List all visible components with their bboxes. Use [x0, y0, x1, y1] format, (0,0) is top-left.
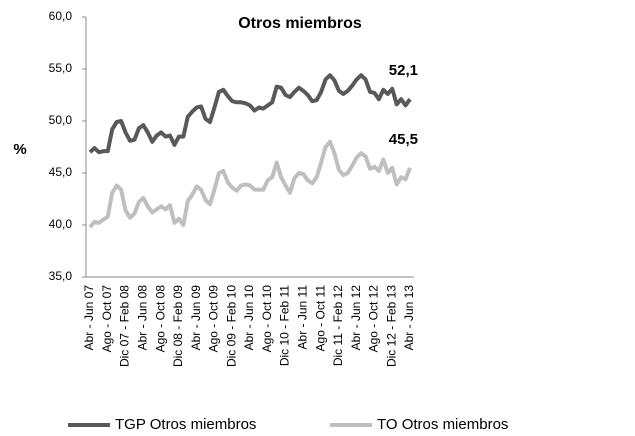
x-tick-label: Ago - Oct 09 [207, 285, 221, 353]
x-tick-label: Dic 07 - Feb 08 [118, 285, 132, 367]
data-label: 45,5 [389, 131, 418, 148]
y-tick-label: 35,0 [49, 269, 73, 283]
x-tick-label: Ago - Oct 12 [367, 285, 381, 353]
x-tick-label: Abr - Jun 08 [136, 285, 150, 351]
line-series [88, 73, 412, 155]
chart-title: Otros miembros [238, 15, 362, 32]
x-tick-label: Abr - Jun 11 [296, 285, 310, 350]
x-tick-label: Abr - Jun 09 [189, 285, 203, 351]
y-tick-label: 55,0 [49, 61, 73, 75]
x-tick-label: Dic 12 - Feb 13 [384, 285, 398, 367]
x-tick-label: Abr - Jun 07 [82, 285, 96, 351]
x-tick-label: Dic 08 - Feb 09 [171, 285, 185, 367]
y-tick-label: 50,0 [49, 113, 73, 127]
y-tick-label: 60,0 [49, 9, 73, 23]
legend-label: TO Otros miembros [377, 416, 508, 433]
x-tick-label: Abr - Jun 13 [402, 285, 416, 351]
data-label: 52,1 [389, 62, 418, 79]
line-series [88, 139, 412, 229]
x-tick-label: Dic 10 - Feb 11 [278, 285, 292, 366]
y-tick-label: 40,0 [49, 217, 73, 231]
y-tick-label: 45,0 [49, 165, 73, 179]
x-tick-label: Dic 11 - Feb 12 [331, 285, 345, 366]
x-tick-label: Ago - Oct 08 [153, 285, 167, 353]
x-tick-label: Ago - Oct 07 [100, 285, 114, 353]
x-tick-label: Ago - Oct 10 [260, 285, 274, 353]
x-tick-label: Abr - Jun 10 [242, 285, 256, 351]
x-tick-label: Ago - Oct 11 [313, 285, 327, 352]
legend-label: TGP Otros miembros [115, 416, 256, 433]
y-axis-label: % [13, 141, 26, 158]
x-tick-label: Dic 09 - Feb 10 [224, 285, 238, 367]
x-tick-label: Abr - Jun 12 [349, 285, 363, 351]
